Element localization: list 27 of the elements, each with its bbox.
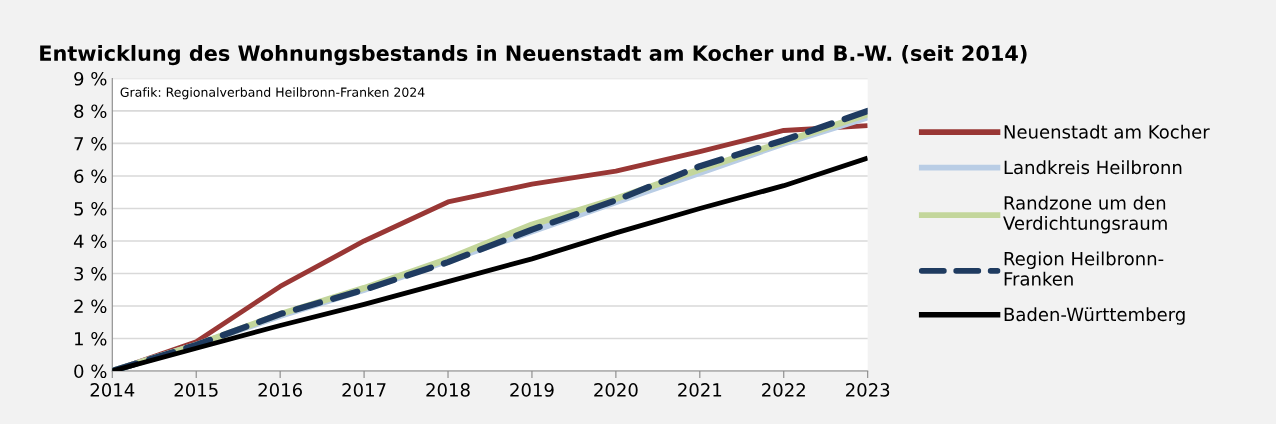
x-tick-label: 2021 — [678, 383, 722, 397]
y-tick-label: 0 % — [74, 364, 107, 379]
legend-label: Baden-Württemberg — [1004, 307, 1185, 325]
x-tick-label: 2019 — [510, 383, 554, 397]
x-tick-label: 2018 — [426, 383, 470, 397]
x-tick-label: 2023 — [846, 383, 890, 397]
y-tick-label: 8 % — [74, 104, 107, 119]
chart-title: Entwicklung des Wohnungsbestands in Neuenstadt am Kocher und B.-W. (seit 2014) — [40, 44, 1027, 66]
y-tick-label: 9 % — [74, 71, 107, 86]
legend-label: Neuenstadt am Kocher — [1004, 124, 1210, 139]
y-tick-label: 7 % — [74, 136, 107, 151]
legend-label: Region Heilbronn- Franken — [1004, 251, 1164, 286]
y-tick-label: 2 % — [74, 299, 107, 314]
x-tick-label: 2017 — [342, 383, 386, 397]
x-tick-label: 2015 — [174, 383, 218, 397]
legend-label: Randzone um den Verdichtungsraum — [1003, 195, 1167, 234]
annotation: Grafik: Regionalverband Heilbronn-Franken 2024 — [120, 87, 425, 100]
x-tick-label: 2014 — [90, 383, 135, 397]
y-tick-label: 4 % — [73, 234, 107, 249]
legend-label: Landkreis Heilbronn — [1004, 160, 1182, 175]
x-tick-label: 2016 — [258, 383, 302, 397]
y-tick-label: 5 % — [74, 201, 107, 216]
x-tick-label: 2020 — [594, 383, 638, 397]
y-tick-label: 1 % — [75, 331, 107, 346]
y-tick-label: 6 % — [74, 169, 107, 184]
x-tick-label: 2022 — [762, 383, 805, 397]
y-tick-label: 3 % — [74, 266, 107, 281]
